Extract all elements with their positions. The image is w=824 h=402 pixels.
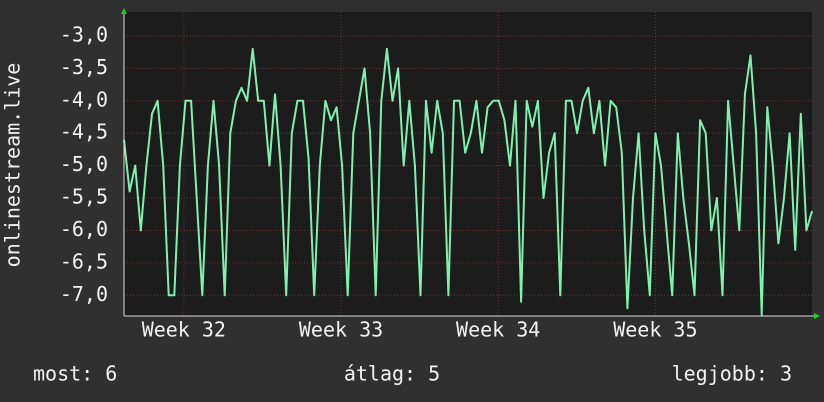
- x-tick-label: Week 34: [456, 318, 540, 342]
- y-tick-label: -6,0: [60, 217, 108, 241]
- y-tick-label: -7,0: [60, 282, 108, 306]
- y-tick-label: -4,5: [60, 120, 108, 144]
- x-tick-label: Week 33: [299, 318, 383, 342]
- y-axis-label: onlinestream.live: [1, 63, 25, 268]
- y-tick-label: -4,0: [60, 87, 108, 111]
- stat-current: most: 6: [33, 362, 117, 386]
- x-tick-label: Week 35: [613, 318, 697, 342]
- x-axis-arrow: [814, 313, 820, 319]
- marks: [123, 47, 813, 316]
- y-tick-label: -5,5: [60, 185, 108, 209]
- y-axis-arrow: [121, 8, 127, 14]
- y-tick-label: -6,5: [60, 249, 108, 273]
- plot-area: [124, 12, 812, 316]
- y-tick-label: -3,0: [60, 22, 108, 46]
- x-tick-label: Week 32: [142, 318, 226, 342]
- stat-best: legjobb: 3: [672, 362, 792, 386]
- stat-average: átlag: 5: [344, 362, 440, 386]
- data-line: [123, 47, 813, 316]
- y-tick-label: -3,5: [60, 55, 108, 79]
- grid: [124, 12, 812, 316]
- y-tick-label: -5,0: [60, 152, 108, 176]
